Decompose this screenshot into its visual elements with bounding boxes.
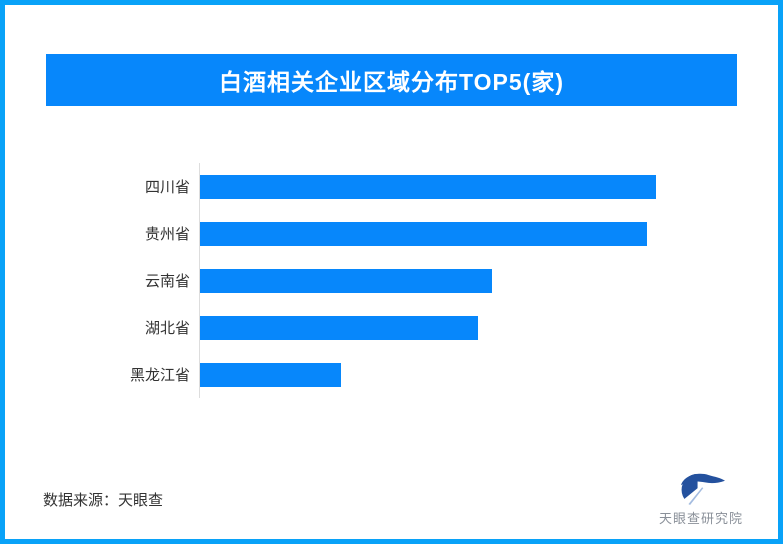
bar-row: 湖北省 [5,304,778,351]
bar [200,221,647,246]
tianyancha-research-logo: 天眼查研究院 [653,471,749,527]
bar-track [199,163,656,210]
bar [200,362,342,387]
bar-track [199,304,656,351]
bar [200,268,492,293]
category-label: 云南省 [144,273,190,290]
bar-chart: 四川省 贵州省 云南省 湖北省 黑龙江省 [5,163,778,398]
bar-row: 贵州省 [5,210,778,257]
chart-title: 白酒相关企业区域分布TOP5(家) [219,69,564,95]
category-label: 黑龙江省 [129,367,190,384]
category-label: 湖北省 [144,320,190,337]
tianyancha-logo-icon [681,473,725,507]
bar-row: 四川省 [5,163,778,210]
bar [200,174,656,199]
bar-track [199,351,656,398]
data-source-note: 数据来源：天眼查 [43,492,164,509]
bar-track [199,210,656,257]
bar-row: 云南省 [5,257,778,304]
bar [200,315,479,340]
category-label: 四川省 [144,179,190,196]
logo-label: 天眼查研究院 [658,511,743,526]
bar-track [199,257,656,304]
bar-row: 黑龙江省 [5,351,778,398]
category-label: 贵州省 [144,226,190,243]
title-banner: 白酒相关企业区域分布TOP5(家) [46,54,737,106]
